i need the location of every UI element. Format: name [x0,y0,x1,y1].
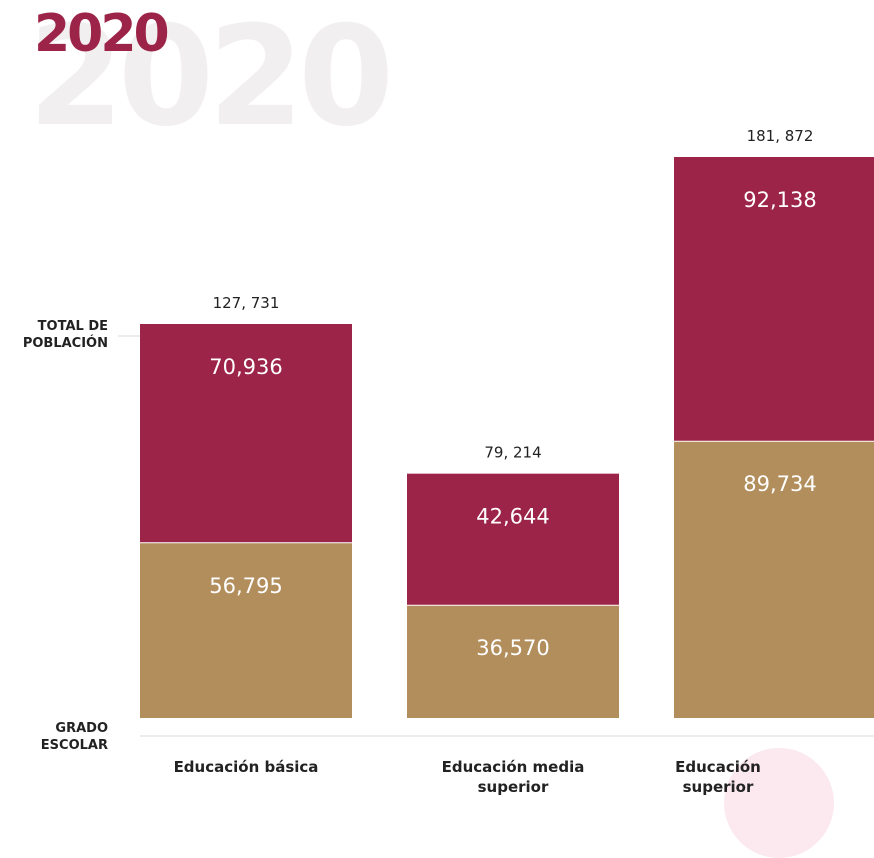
y-axis-top-label-line2: POBLACIÓN [22,336,108,351]
bar-segment-bottom [407,605,619,718]
bar-top-value-label: 70,936 [209,355,282,379]
bar-bottom-value-label: 56,795 [209,574,282,598]
x-tick-label: superior [683,778,754,796]
bar-bottom-value-label: 89,734 [743,472,816,496]
x-tick-label: Educación [675,758,761,776]
chart-canvas: 2020 2020 TOTAL DE POBLACIÓN GRADO ESCOL… [20,0,874,858]
stacked-bar-chart: 70,936 56,795 127, 731 Educación básica 42,6… [118,127,874,796]
bar-segment-top [140,324,352,543]
y-axis-top-label: TOTAL DE POBLACIÓN [20,318,108,352]
page-title: 2020 [34,4,170,64]
y-axis-bottom-label: GRADO ESCOLAR [20,720,108,754]
bar-top-value-label: 42,644 [476,505,549,529]
y-axis-bottom-label-line1: GRADO [55,721,108,736]
bar-segment-top [407,473,619,606]
y-axis-top-label-line1: TOTAL DE [37,319,108,334]
bar-total-label: 127, 731 [213,294,280,312]
bar-bottom-value-label: 36,570 [476,636,549,660]
bar-top-value-label: 92,138 [743,188,816,212]
bar-total-label: 181, 872 [747,127,814,145]
x-tick-label: Educación media [442,758,585,776]
x-tick-label: superior [478,778,549,796]
y-axis-bottom-label-line2: ESCOLAR [40,738,108,753]
bar-segment-bottom [674,441,874,718]
bar-total-label: 79, 214 [484,444,541,462]
bar-segment-top [674,157,874,442]
year-watermark: 2020 [28,0,394,157]
x-tick-label: Educación básica [174,758,319,776]
bar-segment-bottom [140,542,352,718]
